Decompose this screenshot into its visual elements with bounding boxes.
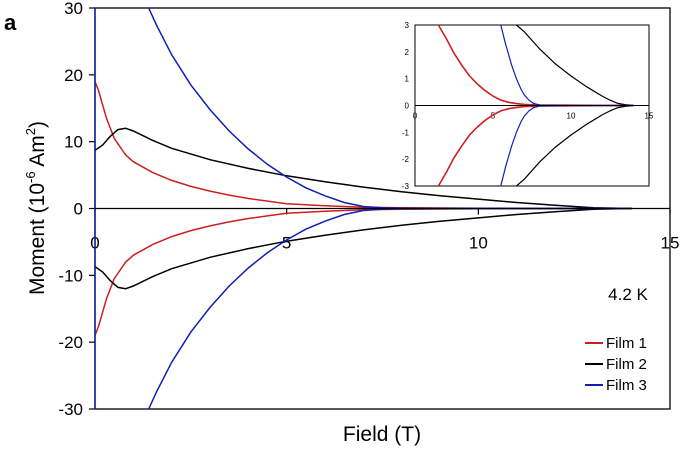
x-tick-label: 15 xyxy=(661,234,680,253)
inset-x-tick-labels: 0 5 10 15 xyxy=(413,112,654,121)
inset-series-line-film-2-lower xyxy=(516,104,634,187)
inset-x-tick-label: 0 xyxy=(413,112,418,121)
inset-y-tick-label: -3 xyxy=(402,182,410,191)
inset-x-tick-label: 5 xyxy=(491,112,496,121)
inset-series-line-film-2-upper xyxy=(516,24,634,107)
legend-label-film-1: Film 1 xyxy=(606,335,647,352)
legend-label-film-3: Film 3 xyxy=(606,377,647,394)
y-axis-title-exp2: 2 xyxy=(23,128,38,135)
series-line-film-1-lower xyxy=(94,207,632,336)
y-tick-label: 0 xyxy=(74,200,83,219)
y-axis-title-mid: Am xyxy=(26,135,49,171)
y-axis-title-suffix: ) xyxy=(26,121,49,128)
y-tick-label: -10 xyxy=(58,266,83,285)
series-line-film-2-lower xyxy=(94,207,632,290)
inset-y-tick-label: 3 xyxy=(405,21,410,30)
inset-x-tick-label: 15 xyxy=(645,112,654,121)
y-tick-label: 30 xyxy=(64,0,83,18)
temperature-label: 4.2 K xyxy=(608,285,648,304)
y-axis-title-exp1: -6 xyxy=(23,171,38,183)
series-line-film-2-upper xyxy=(94,127,632,210)
inset-x-tick-label: 10 xyxy=(567,112,576,121)
y-axis-title: Moment (10-6 Am2) xyxy=(23,121,49,295)
series-lines xyxy=(94,7,632,410)
x-axis-title: Field (T) xyxy=(343,423,421,446)
inset-y-tick-label: -1 xyxy=(402,128,410,137)
series-line-film-3-lower xyxy=(148,207,632,410)
panel-label: a xyxy=(4,10,17,35)
y-tick-label: 20 xyxy=(64,66,83,85)
inset-y-tick-label: 1 xyxy=(405,75,410,84)
y-tick-labels: 30 20 10 0 -10 -20 -30 xyxy=(58,0,83,419)
y-tick-label: -20 xyxy=(58,333,83,352)
legend-label-film-2: Film 2 xyxy=(606,356,647,373)
inset-y-tick-labels: 3 2 1 0 -1 -2 -3 xyxy=(402,21,410,191)
y-tick-label: -30 xyxy=(58,400,83,419)
inset-y-tick-label: 2 xyxy=(405,48,410,57)
x-tick-labels: 0 5 10 15 xyxy=(90,234,679,253)
y-axis-title-prefix: Moment (10 xyxy=(26,183,49,295)
inset-y-tick-label: -2 xyxy=(402,155,410,164)
y-tick-label: 10 xyxy=(64,133,83,152)
legend: Film 1 Film 2 Film 3 xyxy=(585,335,647,394)
x-tick-label: 10 xyxy=(469,234,488,253)
inset-y-tick-label: 0 xyxy=(405,102,410,111)
inset-chart: 3 2 1 0 -1 -2 -3 0 5 10 15 xyxy=(402,21,654,191)
x-tick-label: 5 xyxy=(282,234,291,253)
